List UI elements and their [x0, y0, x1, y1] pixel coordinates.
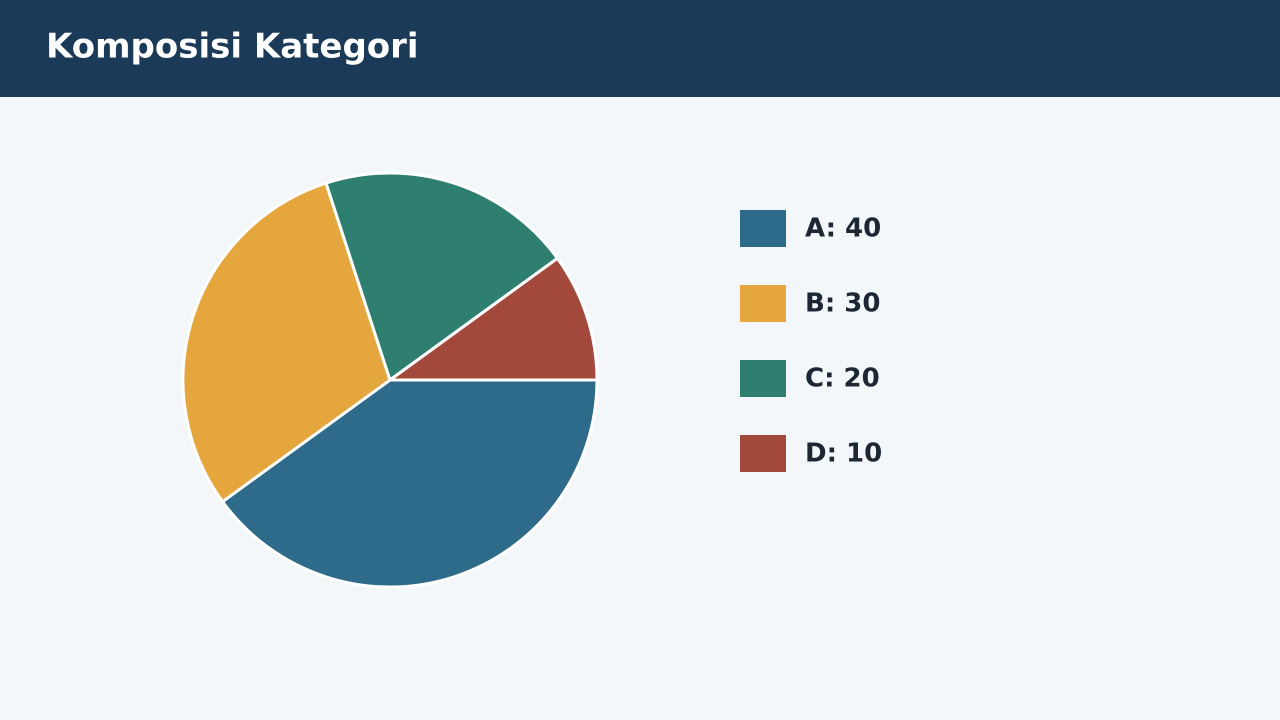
pie-slice: [181, 181, 392, 504]
legend-label: A: 40: [805, 214, 881, 244]
header-bar: [0, 0, 1280, 97]
chart-title: Komposisi Kategori: [46, 27, 419, 67]
legend-label: B: 30: [805, 289, 880, 319]
legend-swatch: [740, 435, 786, 472]
legend-label: C: 20: [805, 364, 880, 394]
pie-slice: [221, 378, 599, 589]
legend-swatch: [740, 360, 786, 397]
legend-swatch: [740, 210, 786, 247]
legend-swatch: [740, 285, 786, 322]
pie-slice: [388, 256, 599, 382]
pie-slice: [324, 171, 559, 382]
legend-label: D: 10: [805, 439, 882, 469]
